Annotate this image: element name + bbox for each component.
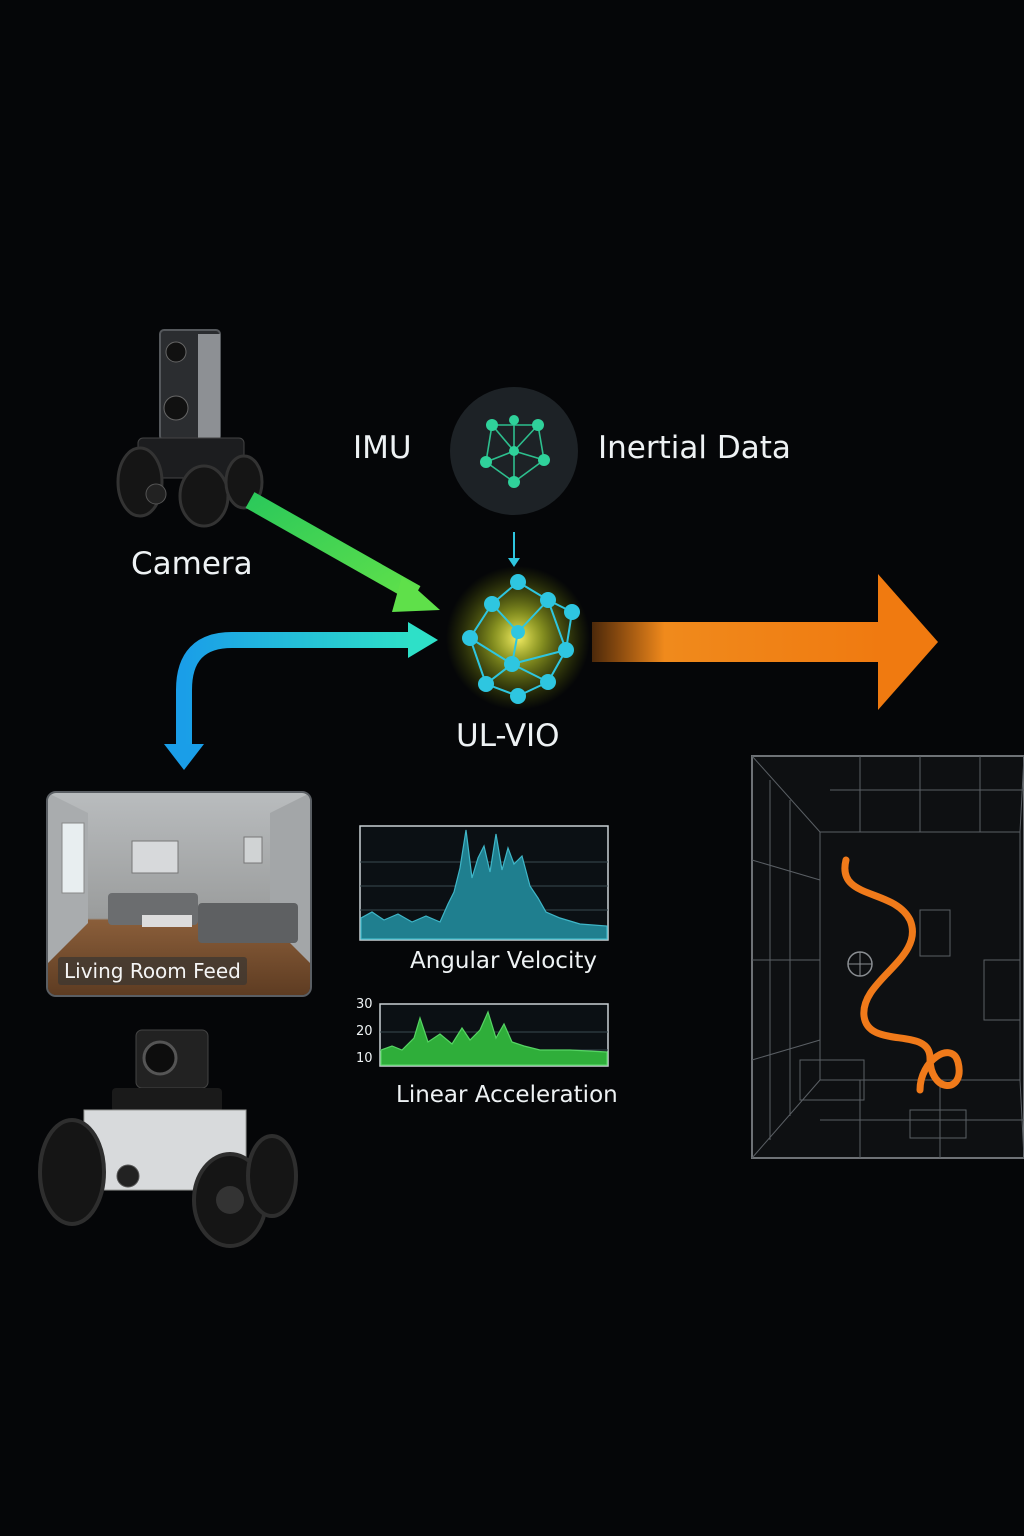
linear-acceleration-label: Linear Acceleration [396,1082,618,1108]
accel-tick: 30 [356,997,373,1012]
camera-label: Camera [131,546,253,582]
ulvio-to-feed-arrow [164,622,438,770]
accel-tick: 20 [356,1024,373,1039]
linear-acceleration-chart [379,1003,609,1067]
imu-label: IMU [353,430,412,466]
feed-robot-icon [38,1029,298,1248]
feed-caption: Living Room Feed [58,957,247,985]
living-room-feed-card: Living Room Feed [46,791,312,997]
imu-to-ulvio-arrow [508,532,520,567]
imu-network-icon [450,387,578,515]
camera-to-ulvio-arrow [245,492,440,612]
camera-robot-icon [116,329,264,528]
ulvio-label: UL-VIO [456,718,560,754]
map-wireframe-icon [751,755,1024,1159]
output-arrow [592,574,938,710]
ulvio-network-icon [446,566,590,710]
accel-tick: 10 [356,1051,373,1066]
angular-velocity-chart [359,825,609,941]
angular-velocity-label: Angular Velocity [410,948,597,974]
inertial-data-label: Inertial Data [598,430,791,466]
